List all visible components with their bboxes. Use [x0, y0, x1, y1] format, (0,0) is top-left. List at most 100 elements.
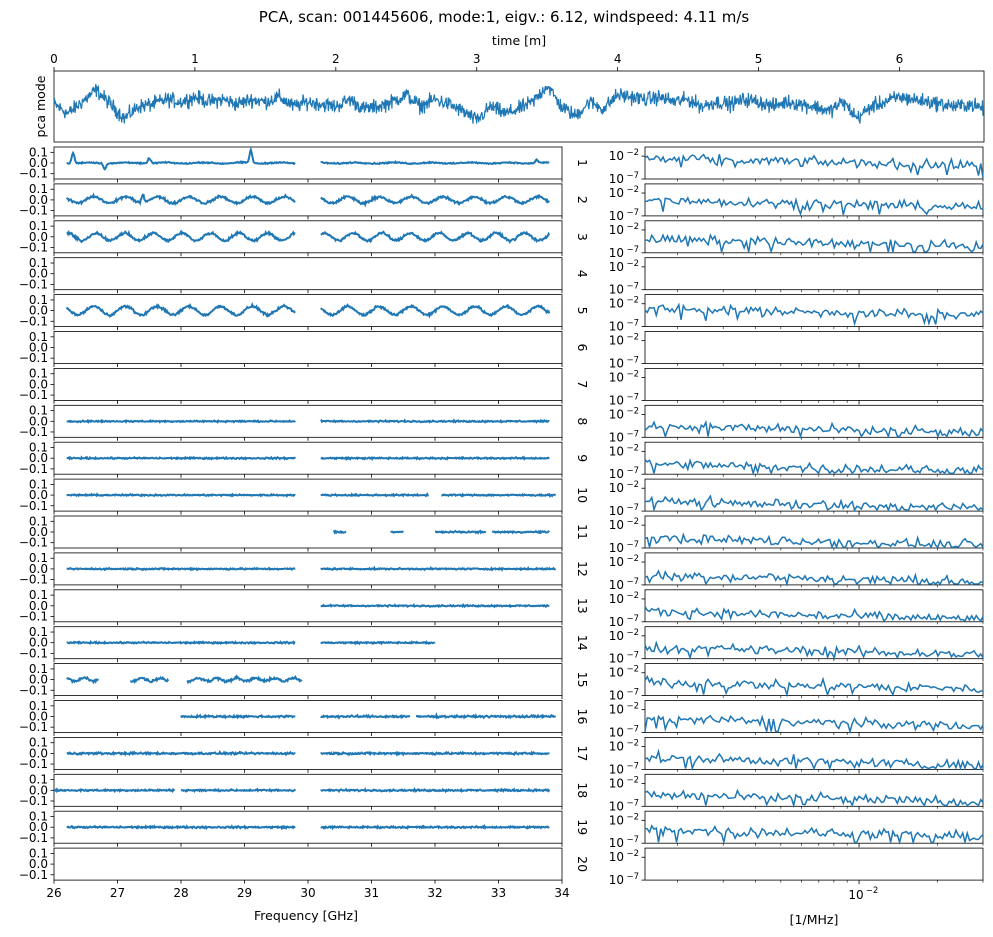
spectrum-ytick-label: 10: [609, 762, 624, 776]
spectrum-line: [644, 824, 984, 846]
time-axis-label: time [m]: [492, 33, 546, 48]
spectrum-ytick-exponent: −7: [626, 503, 639, 513]
time-tick-label: 5: [755, 52, 763, 66]
spectrum-ytick-label: 10: [609, 666, 624, 680]
feed-ytick-label: 0.1: [29, 662, 48, 676]
feed-ytick-label: 0.0: [29, 820, 48, 834]
feed-signal-line: [320, 455, 550, 462]
spectrum-ytick-label: 10: [609, 172, 624, 186]
spectrum-line: [644, 302, 984, 327]
spectrum-ytick-label: 10: [609, 320, 624, 334]
feed-signal-line: [491, 529, 550, 535]
frequency-tick-label: 30: [300, 886, 315, 900]
feed-ytick-label: 0.1: [29, 367, 48, 381]
frequency-tick-label: 31: [364, 886, 379, 900]
feed-ytick-label: 0.1: [29, 256, 48, 270]
spectrum-ytick-label: 10: [609, 283, 624, 297]
feed-ytick-label: 0.1: [29, 699, 48, 713]
feed-ytick-label: 0.0: [29, 599, 48, 613]
feed-ytick-label: −0.1: [19, 720, 48, 734]
feed-ytick-label: 0.0: [29, 857, 48, 871]
feed-signal-line: [186, 674, 303, 685]
spectrum-ytick-exponent: −2: [626, 222, 639, 232]
feed-ytick-label: 0.0: [29, 488, 48, 502]
feed-signal-line: [332, 529, 347, 535]
spectrum-panel-1: 10 −210 −7: [609, 146, 984, 186]
feed-panel-11: 0.10.0−0.1 11: [19, 514, 590, 552]
spectrum-ytick-exponent: −7: [626, 651, 639, 661]
spectrum-frame: [644, 404, 984, 438]
feed-number-label: 18: [575, 782, 590, 798]
feed-signal-line: [66, 749, 296, 757]
feed-signal-line: [434, 529, 487, 535]
spectrum-xtick-label: 10: [848, 888, 863, 902]
spectrum-ytick-exponent: −7: [626, 171, 639, 181]
feed-ytick-label: 0.0: [29, 193, 48, 207]
spectrum-ytick-label: 10: [609, 873, 624, 887]
feed-signal-line: [320, 823, 550, 831]
spectrum-ytick-label: 10: [609, 726, 624, 740]
spectrum-ytick-label: 10: [609, 799, 624, 813]
feed-signal-line: [66, 566, 296, 572]
frequency-axis-label: Frequency [GHz]: [254, 908, 358, 923]
feed-ytick-label: 0.1: [29, 441, 48, 455]
feed-number-label: 16: [575, 709, 590, 725]
spectrum-ytick-label: 10: [609, 467, 624, 481]
spectrum-ytick-exponent: −2: [626, 849, 639, 859]
spectrum-panel-11: 10 −210 −7: [609, 515, 984, 555]
spectrum-ytick-exponent: −7: [626, 577, 639, 587]
feed-ytick-label: 0.1: [29, 551, 48, 565]
spectrum-panel-4: 10 −210 −7: [609, 257, 984, 297]
feed-ytick-label: −0.1: [19, 573, 48, 587]
spectrum-panel-16: 10 −210 −7: [609, 700, 984, 740]
feed-ytick-label: 0.1: [29, 182, 48, 196]
pca-mode-frame: [53, 70, 985, 143]
feed-ytick-label: 0.0: [29, 673, 48, 687]
spectrum-panel-19: 10 −210 −7: [609, 810, 984, 850]
spectrum-ytick-exponent: −2: [626, 517, 639, 527]
spectrum-panel-5: 10 −210 −7: [609, 294, 984, 334]
spectrum-panel-18: 10 −210 −7: [609, 773, 984, 813]
spectrum-panel-6: 10 −210 −7: [609, 331, 984, 371]
time-tick-label: 1: [191, 52, 199, 66]
spectrum-frame: [644, 773, 984, 807]
feed-signal-line: [320, 750, 550, 757]
spectrum-line: [644, 606, 984, 623]
spectrum-frame: [644, 367, 984, 401]
feed-number-label: 17: [575, 745, 590, 761]
feed-signal-line: [130, 675, 170, 685]
spectrum-panel-17: 10 −210 −7: [609, 737, 984, 776]
feed-ytick-label: −0.1: [19, 757, 48, 771]
time-tick-label: 4: [614, 52, 622, 66]
feed-ytick-label: 0.0: [29, 377, 48, 391]
feed-panel-18: 0.10.0−0.1 18: [19, 773, 590, 810]
feed-number-label: 5: [575, 307, 590, 315]
spectrum-ytick-exponent: −2: [626, 628, 639, 638]
feed-ytick-label: −0.1: [19, 277, 48, 291]
spectrum-ytick-exponent: −7: [626, 614, 639, 624]
spectrum-ytick-label: 10: [609, 518, 624, 532]
feed-number-label: 20: [575, 856, 590, 872]
time-tick-label: 0: [50, 52, 58, 66]
frequency-tick-label: 27: [110, 886, 125, 900]
spectrum-line: [644, 196, 984, 217]
pca-mode-line: [53, 83, 985, 124]
feed-frame: [53, 294, 563, 328]
feed-ytick-label: 0.0: [29, 156, 48, 170]
frequency-tick-label: 34: [554, 886, 569, 900]
feed-signal-line: [66, 455, 297, 461]
spectrum-ytick-label: 10: [609, 703, 624, 717]
feed-panel-9: 0.10.0−0.1 9: [19, 441, 590, 478]
frequency-panels: 0.10.0−0.110.10.0−0.120.10.0−0.130.10.0−…: [19, 145, 590, 900]
feed-signal-line: [66, 639, 296, 646]
feed-signal-line: [320, 713, 411, 720]
spectrum-ytick-exponent: −2: [626, 812, 639, 822]
spectrum-ytick-label: 10: [609, 504, 624, 518]
spectrum-panel-14: 10 −210 −7: [609, 626, 984, 666]
feed-frame: [53, 663, 563, 696]
spectrum-ytick-label: 10: [609, 740, 624, 754]
feed-ytick-label: 0.0: [29, 451, 48, 465]
spectrum-line: [644, 788, 984, 809]
feed-frame: [53, 331, 563, 364]
